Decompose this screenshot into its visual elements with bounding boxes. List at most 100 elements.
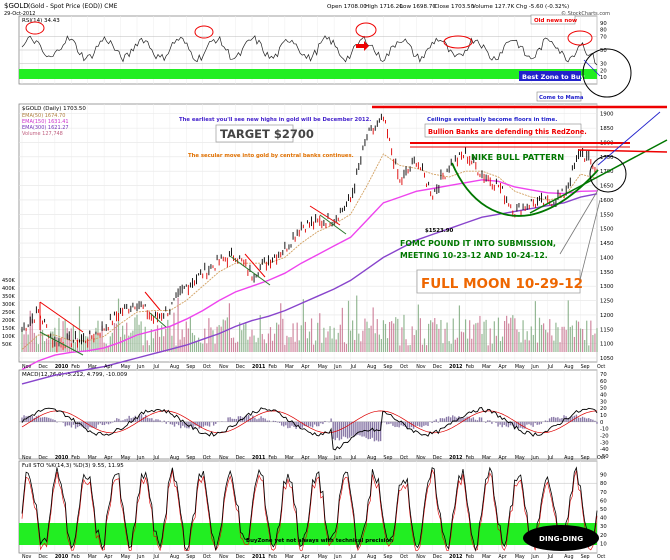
volume-bars <box>21 295 598 352</box>
volume-tick-label: 400K <box>2 286 16 292</box>
price-tick-label: 1550 <box>600 212 614 218</box>
macd-histogram-bar <box>377 421 380 442</box>
macd-histogram-bar <box>147 417 149 422</box>
macd-histogram-bar <box>334 421 336 441</box>
red-pointer-line <box>577 149 668 153</box>
volume-bar <box>503 320 506 352</box>
rsi-line <box>21 35 598 66</box>
sto-tick-label: 40 <box>600 516 607 522</box>
header-low: Low 1698.70 <box>400 4 436 10</box>
price-legend-4: Volume 127,748 <box>22 131 63 137</box>
volume-bar <box>198 337 200 352</box>
price-tick-label: 1300 <box>600 284 614 290</box>
volume-bar <box>150 329 152 352</box>
macd-histogram-bar <box>140 414 143 422</box>
volume-bar <box>273 333 276 352</box>
macd-histogram-bar <box>231 418 233 422</box>
x-axis-label: May <box>121 455 131 461</box>
volume-bar <box>237 341 239 352</box>
macd-tick-label: 60 <box>600 379 607 385</box>
macd-histogram-bar <box>338 421 341 441</box>
x-axis-label: 2012 <box>449 364 462 370</box>
macd-histogram-bar <box>122 420 124 422</box>
x-axis-label: Nov <box>22 455 32 461</box>
x-axis-label: May <box>318 455 328 461</box>
price-tick-label: 1050 <box>600 356 614 362</box>
macd-histogram-bar <box>89 421 91 428</box>
volume-bar <box>144 326 146 352</box>
x-axis-label: Sep <box>581 455 590 461</box>
volume-bar <box>358 333 360 352</box>
macd-histogram-bar <box>46 417 48 422</box>
volume-bar <box>571 325 573 352</box>
macd-histogram-bar <box>173 421 176 427</box>
volume-bar <box>247 339 249 352</box>
macd-histogram-bar <box>116 418 118 422</box>
macd-histogram-bar <box>192 421 194 429</box>
price-tick-label: 1150 <box>600 327 614 333</box>
volume-bar <box>154 331 157 352</box>
x-axis-label: Oct <box>400 364 408 370</box>
x-axis-label: Apr <box>301 455 309 461</box>
macd-histogram-bar <box>285 421 287 426</box>
volume-bar <box>308 331 311 352</box>
macd-histogram-bar <box>39 417 42 422</box>
macd-histogram-bar <box>478 417 481 422</box>
header-open: Open 1708.00 <box>327 4 367 10</box>
volume-bar <box>122 325 124 352</box>
price-tick-label: 1650 <box>600 184 614 190</box>
macd-histogram-bar <box>287 421 289 429</box>
macd-histogram-bar <box>454 416 456 422</box>
x-axis-label: May <box>318 364 328 370</box>
volume-bar <box>413 335 415 352</box>
macd-histogram-bar <box>202 421 205 427</box>
volume-bar <box>487 345 489 352</box>
volume-bar <box>290 337 292 352</box>
x-axis-label: May <box>318 554 328 560</box>
volume-bar <box>399 345 401 352</box>
x-axis-label: Sep <box>186 455 195 461</box>
volume-bar <box>526 331 528 352</box>
volume-bar <box>276 322 278 352</box>
macd-histogram-bar <box>62 421 64 423</box>
x-axis-label: Jul <box>350 455 357 461</box>
volume-bar <box>512 315 514 352</box>
volume-bar <box>146 340 148 352</box>
volume-bar <box>508 323 510 352</box>
x-axis-label: Feb <box>71 554 80 560</box>
macd-histogram-bar <box>43 416 46 422</box>
macd-histogram-bar <box>379 421 382 442</box>
x-axis-label: Mar <box>482 455 491 461</box>
volume-bar <box>259 315 261 352</box>
volume-bar <box>499 341 502 352</box>
ding-text: DING-DING <box>539 534 583 543</box>
volume-bar <box>524 339 526 352</box>
macd-histogram-bar <box>567 417 569 422</box>
macd-histogram-bar <box>513 421 516 430</box>
x-axis-label: Feb <box>71 364 80 370</box>
target-box <box>215 124 294 143</box>
volume-bar <box>335 339 337 352</box>
macd-histogram-bar <box>107 421 110 425</box>
macd-histogram-bar <box>264 418 266 422</box>
volume-bar <box>58 317 60 352</box>
volume-bar <box>177 297 179 352</box>
macd-histogram-bar <box>346 421 349 439</box>
volume-bar <box>263 339 265 352</box>
volume-bar <box>31 318 33 352</box>
x-axis-label: Nov <box>22 364 32 370</box>
volume-bar <box>380 338 382 352</box>
x-axis-label: Oct <box>597 364 605 370</box>
volume-bar <box>491 343 493 352</box>
volume-bar <box>563 326 565 352</box>
volume-bar <box>374 333 376 352</box>
volume-bar <box>590 320 592 352</box>
volume-bar <box>458 305 461 352</box>
volume-bar <box>74 342 76 352</box>
macd-histogram-bar <box>136 418 139 422</box>
macd-histogram-bar <box>588 418 590 422</box>
volume-bar <box>68 334 70 352</box>
x-axis-label: Jun <box>136 554 145 560</box>
volume-bar <box>545 329 547 352</box>
volume-bar <box>557 327 559 352</box>
